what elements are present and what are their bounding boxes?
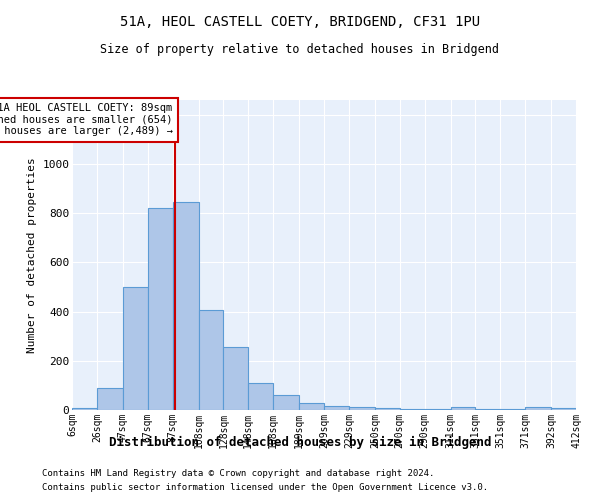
Bar <box>97 388 123 410</box>
Bar <box>248 383 273 410</box>
Bar <box>199 310 223 410</box>
Bar <box>551 408 576 410</box>
Bar <box>148 208 173 410</box>
Text: Distribution of detached houses by size in Bridgend: Distribution of detached houses by size … <box>109 436 491 449</box>
Bar <box>123 287 148 410</box>
Bar <box>451 407 475 410</box>
Text: 51A, HEOL CASTELL COETY, BRIDGEND, CF31 1PU: 51A, HEOL CASTELL COETY, BRIDGEND, CF31 … <box>120 15 480 29</box>
Y-axis label: Number of detached properties: Number of detached properties <box>26 157 37 353</box>
Bar <box>525 407 551 410</box>
Bar <box>299 402 324 410</box>
Text: Contains public sector information licensed under the Open Government Licence v3: Contains public sector information licen… <box>42 484 488 492</box>
Text: 51A HEOL CASTELL COETY: 89sqm
← 21% of detached houses are smaller (654)
78% of : 51A HEOL CASTELL COETY: 89sqm ← 21% of d… <box>0 103 173 136</box>
Bar <box>223 348 248 410</box>
Bar <box>349 407 375 410</box>
Bar <box>324 406 349 410</box>
Bar <box>173 202 199 410</box>
Bar <box>375 408 400 410</box>
Bar <box>400 409 425 410</box>
Bar <box>273 394 299 410</box>
Text: Contains HM Land Registry data © Crown copyright and database right 2024.: Contains HM Land Registry data © Crown c… <box>42 468 434 477</box>
Bar <box>72 408 97 410</box>
Text: Size of property relative to detached houses in Bridgend: Size of property relative to detached ho… <box>101 42 499 56</box>
